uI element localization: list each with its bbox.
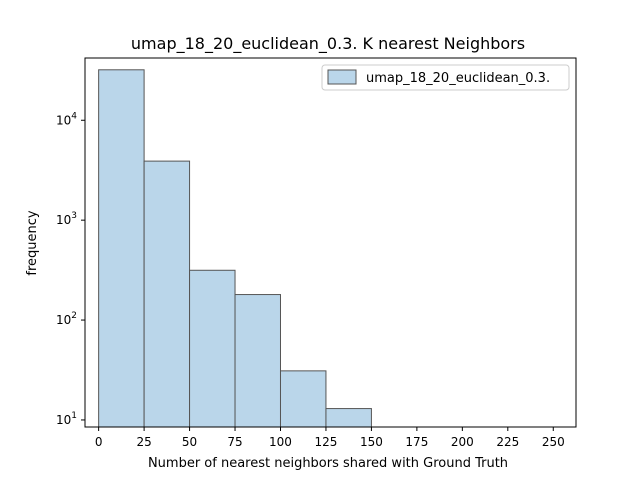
y-tick-label: 101 bbox=[56, 411, 77, 427]
x-tick-label: 75 bbox=[227, 435, 242, 449]
x-axis-ticks: 0 25 50 75 100 125 150 175 200 225 250 bbox=[95, 427, 565, 449]
x-tick-label: 25 bbox=[136, 435, 151, 449]
legend-box bbox=[321, 64, 570, 91]
x-tick-label: 225 bbox=[496, 435, 519, 449]
histogram-bar bbox=[98, 69, 145, 428]
x-tick-label: 150 bbox=[360, 435, 383, 449]
histogram-bar bbox=[189, 269, 236, 428]
histogram-bar bbox=[143, 160, 191, 428]
plot-area-frame bbox=[84, 57, 577, 428]
legend: umap_18_20_euclidean_0.3. bbox=[321, 64, 570, 91]
histogram-bar bbox=[279, 370, 327, 428]
y-tick-label: 104 bbox=[56, 111, 77, 127]
y-tick-label: 103 bbox=[56, 211, 77, 227]
bars-group bbox=[98, 69, 372, 428]
y-axis-ticks: 101 102 103 104 bbox=[56, 111, 85, 427]
x-tick-label: 100 bbox=[269, 435, 292, 449]
x-tick-label: 50 bbox=[182, 435, 197, 449]
y-axis-label: frequency bbox=[25, 210, 40, 276]
x-tick-label: 250 bbox=[542, 435, 565, 449]
x-tick-label: 175 bbox=[405, 435, 428, 449]
histogram-bar bbox=[325, 408, 372, 428]
legend-swatch bbox=[327, 69, 357, 85]
x-tick-label: 200 bbox=[451, 435, 474, 449]
x-tick-label: 125 bbox=[315, 435, 338, 449]
x-axis-label: Number of nearest neighbors shared with … bbox=[148, 456, 508, 471]
chart-title: umap_18_20_euclidean_0.3. K nearest Neig… bbox=[131, 34, 525, 54]
legend-label: umap_18_20_euclidean_0.3. bbox=[366, 71, 550, 86]
y-tick-label: 102 bbox=[56, 311, 77, 327]
histogram-bar bbox=[234, 294, 281, 428]
x-tick-label: 0 bbox=[95, 435, 103, 449]
